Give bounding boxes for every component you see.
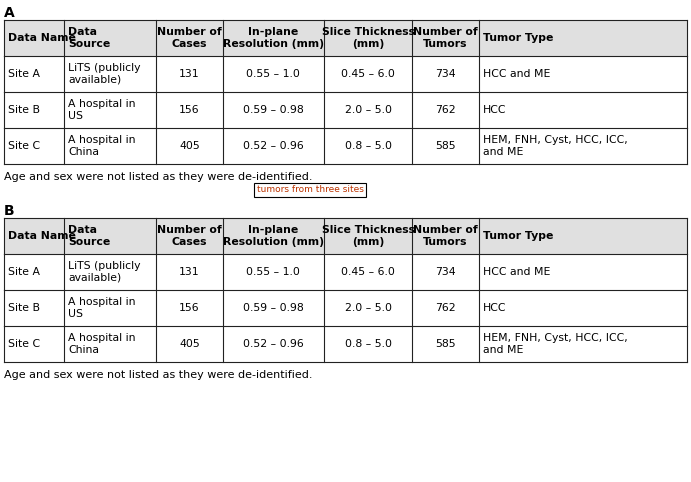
Text: Data Name: Data Name (8, 231, 76, 241)
Text: Number of
Tumors: Number of Tumors (413, 27, 478, 49)
Text: Tumor Type: Tumor Type (483, 33, 553, 43)
Text: B: B (4, 204, 15, 218)
Text: A hospital in
US: A hospital in US (68, 297, 135, 319)
Text: 0.8 – 5.0: 0.8 – 5.0 (345, 141, 392, 151)
Text: Site C: Site C (8, 339, 40, 349)
Text: 585: 585 (435, 339, 456, 349)
Text: 156: 156 (179, 105, 200, 115)
Text: A hospital in
US: A hospital in US (68, 99, 135, 121)
Text: Site B: Site B (8, 303, 40, 313)
Bar (4, 20, 687, 56)
Text: LiTS (publicly
available): LiTS (publicly available) (68, 63, 140, 85)
Text: Slice Thickness
(mm): Slice Thickness (mm) (321, 27, 415, 49)
Text: 762: 762 (435, 303, 456, 313)
Text: 0.45 – 6.0: 0.45 – 6.0 (341, 69, 395, 79)
Text: 734: 734 (435, 69, 456, 79)
Text: 0.45 – 6.0: 0.45 – 6.0 (341, 267, 395, 277)
Text: 405: 405 (179, 339, 200, 349)
Text: Site C: Site C (8, 141, 40, 151)
Text: 0.52 – 0.96: 0.52 – 0.96 (243, 141, 303, 151)
Text: HEM, FNH, Cyst, HCC, ICC,
and ME: HEM, FNH, Cyst, HCC, ICC, and ME (483, 333, 627, 355)
Text: 585: 585 (435, 141, 456, 151)
Text: HCC and ME: HCC and ME (483, 267, 550, 277)
Text: 0.55 – 1.0: 0.55 – 1.0 (246, 267, 300, 277)
Text: Age and sex were not listed as they were de-identified.: Age and sex were not listed as they were… (4, 172, 312, 182)
Text: Number of
Cases: Number of Cases (157, 225, 222, 247)
Text: 131: 131 (179, 69, 200, 79)
Text: tumors from three sites: tumors from three sites (256, 186, 363, 195)
Text: A hospital in
China: A hospital in China (68, 135, 135, 157)
Text: Slice Thickness
(mm): Slice Thickness (mm) (321, 225, 415, 247)
Text: Data
Source: Data Source (68, 225, 111, 247)
Text: A: A (4, 6, 15, 20)
Text: HCC: HCC (483, 105, 507, 115)
Text: 0.52 – 0.96: 0.52 – 0.96 (243, 339, 303, 349)
Text: A hospital in
China: A hospital in China (68, 333, 135, 355)
Text: HCC: HCC (483, 303, 507, 313)
Text: Site A: Site A (8, 69, 40, 79)
Text: Tumor Type: Tumor Type (483, 231, 553, 241)
Text: LiTS (publicly
available): LiTS (publicly available) (68, 261, 140, 283)
Text: Data Name: Data Name (8, 33, 76, 43)
Text: HCC and ME: HCC and ME (483, 69, 550, 79)
Bar (4, 218, 687, 254)
Text: 156: 156 (179, 303, 200, 313)
Text: 2.0 – 5.0: 2.0 – 5.0 (345, 105, 392, 115)
Text: Age and sex were not listed as they were de-identified.: Age and sex were not listed as they were… (4, 370, 312, 380)
Text: Site B: Site B (8, 105, 40, 115)
Text: In-plane
Resolution (mm): In-plane Resolution (mm) (223, 27, 323, 49)
Text: HEM, FNH, Cyst, HCC, ICC,
and ME: HEM, FNH, Cyst, HCC, ICC, and ME (483, 135, 627, 157)
Text: 131: 131 (179, 267, 200, 277)
Text: 0.55 – 1.0: 0.55 – 1.0 (246, 69, 300, 79)
Text: Site A: Site A (8, 267, 40, 277)
Text: 2.0 – 5.0: 2.0 – 5.0 (345, 303, 392, 313)
Text: 762: 762 (435, 105, 456, 115)
Text: 0.59 – 0.98: 0.59 – 0.98 (243, 105, 303, 115)
Text: Data
Source: Data Source (68, 27, 111, 49)
Text: 0.8 – 5.0: 0.8 – 5.0 (345, 339, 392, 349)
Text: Number of
Cases: Number of Cases (157, 27, 222, 49)
Text: 0.59 – 0.98: 0.59 – 0.98 (243, 303, 303, 313)
Text: Number of
Tumors: Number of Tumors (413, 225, 478, 247)
Text: 734: 734 (435, 267, 456, 277)
Text: In-plane
Resolution (mm): In-plane Resolution (mm) (223, 225, 323, 247)
Text: 405: 405 (179, 141, 200, 151)
